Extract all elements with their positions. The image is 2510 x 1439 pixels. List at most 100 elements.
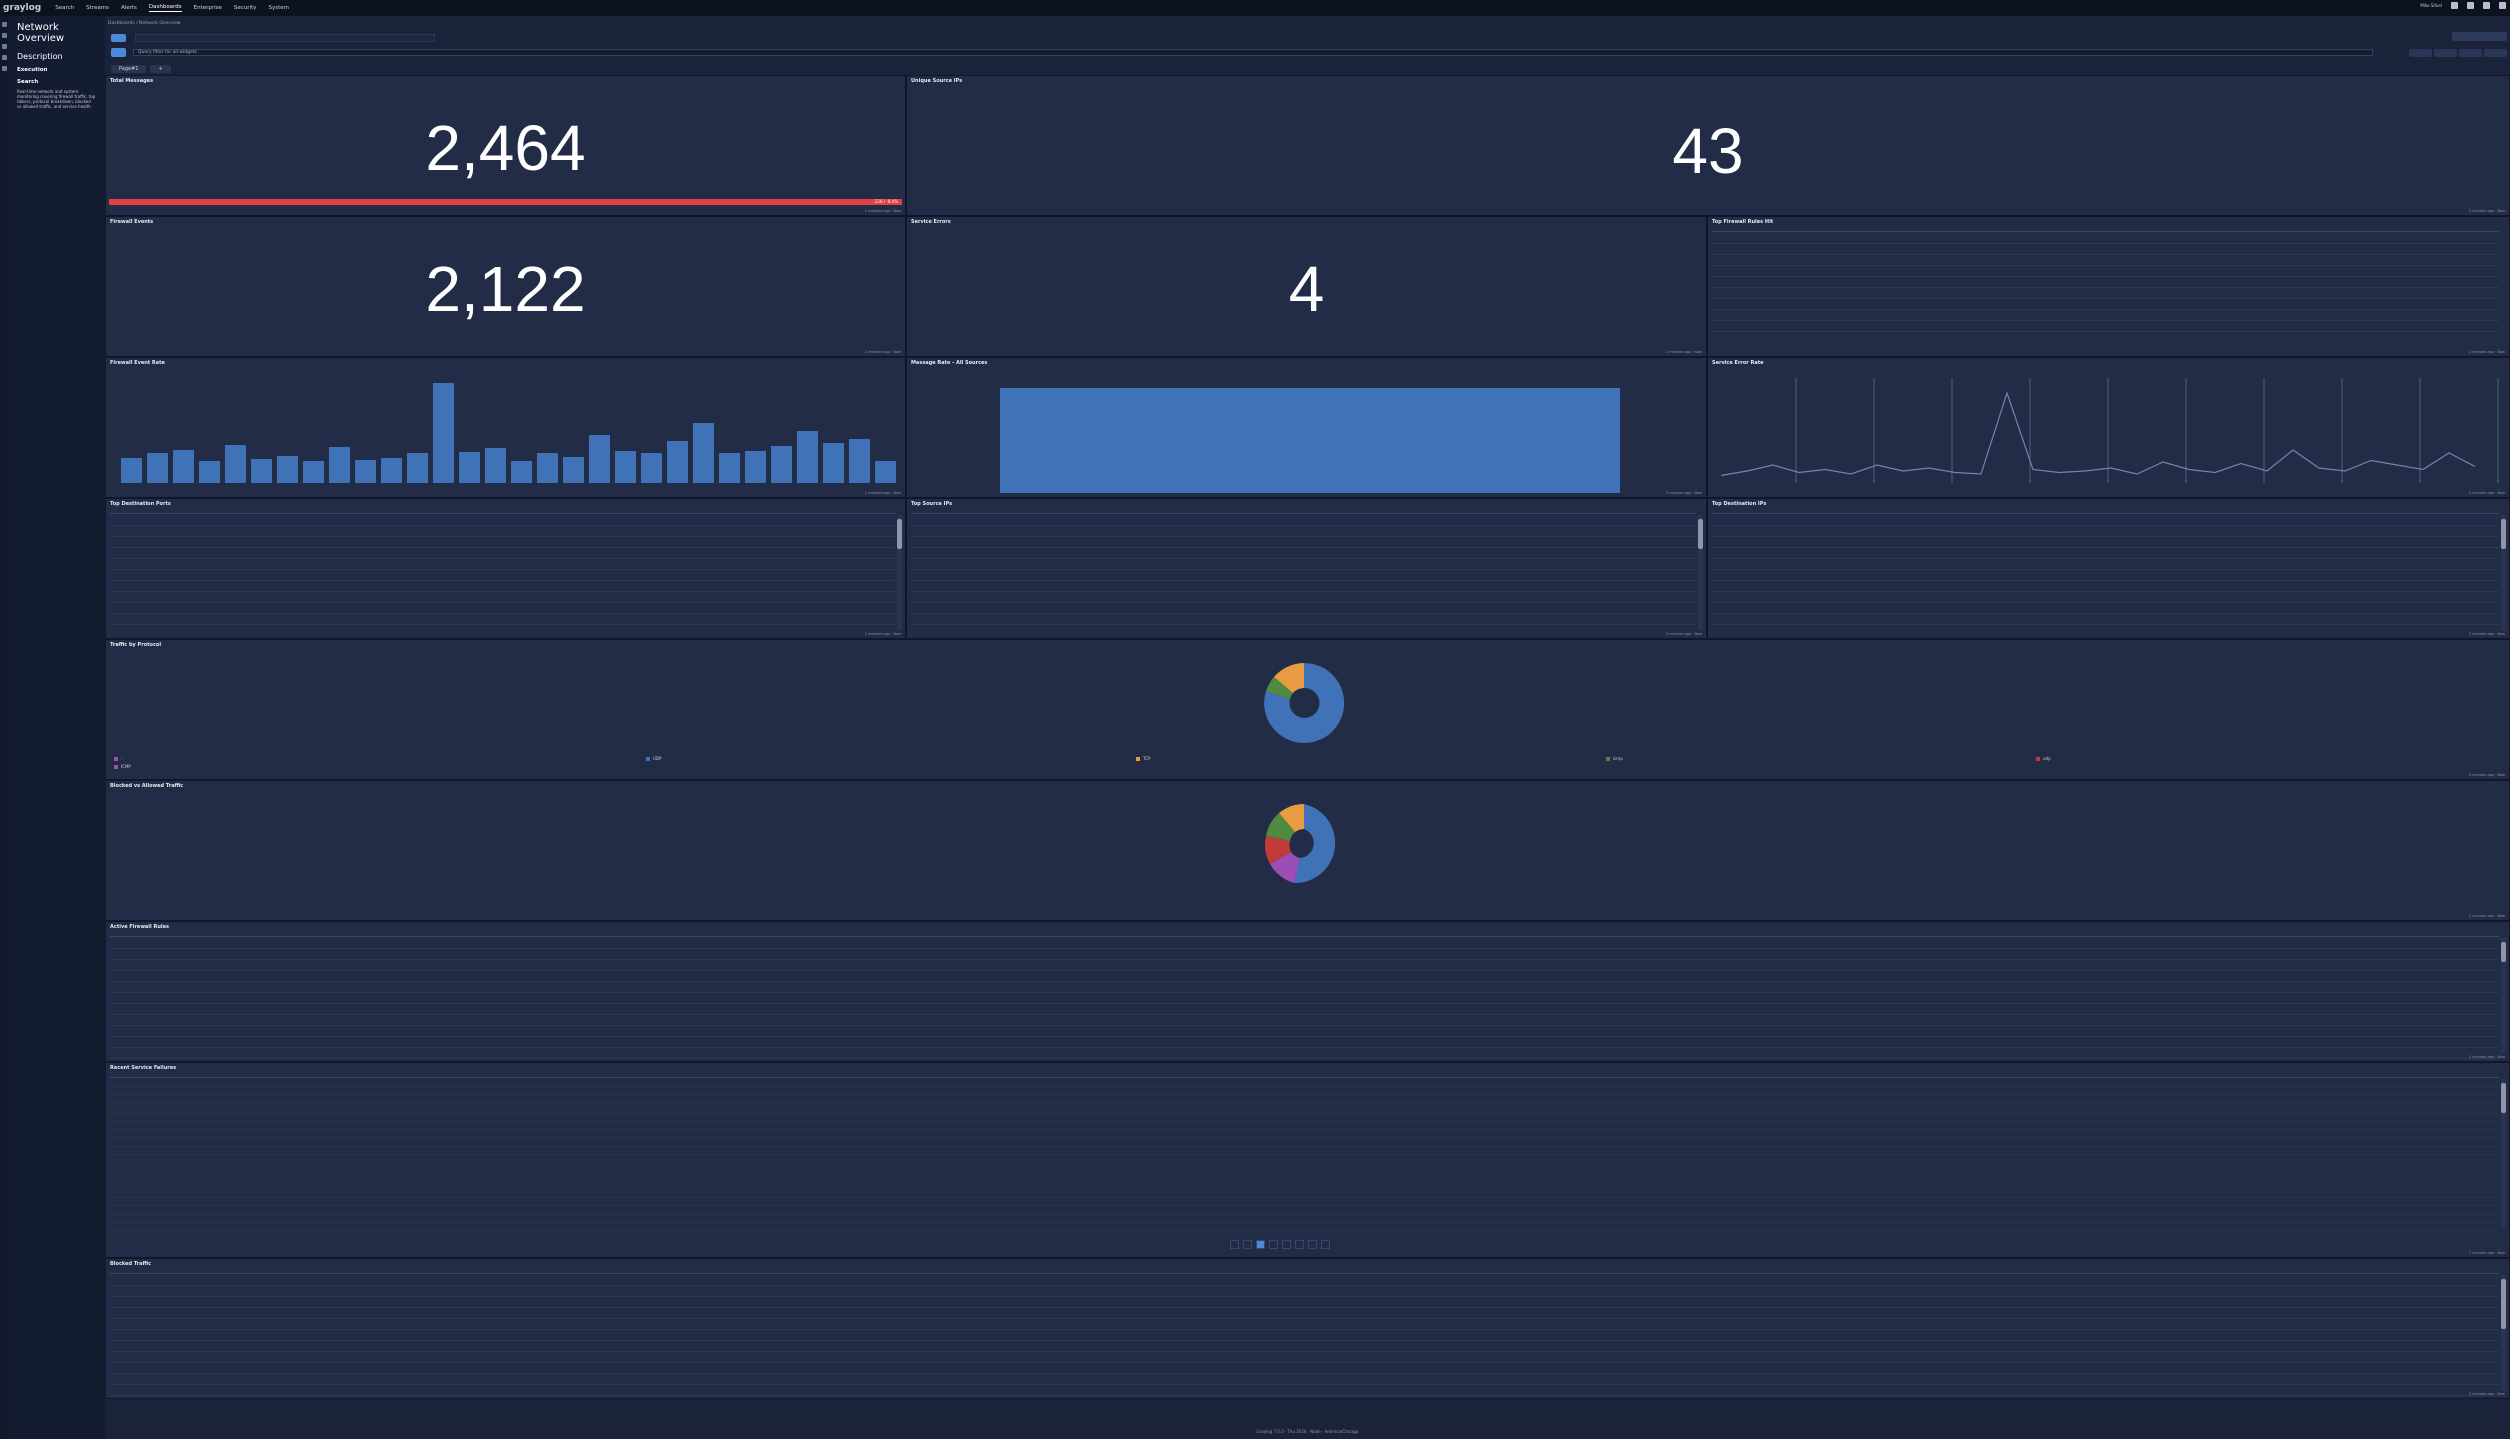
table-row[interactable] xyxy=(1712,526,2499,537)
nav-system[interactable]: System xyxy=(268,5,290,11)
dashboard-icon[interactable] xyxy=(1,22,7,27)
table-row[interactable] xyxy=(110,993,2499,1004)
add-page-button[interactable]: + xyxy=(150,65,171,73)
table-row[interactable] xyxy=(1712,255,2499,266)
table-row[interactable] xyxy=(110,1173,2497,1181)
table-row[interactable] xyxy=(1712,603,2499,614)
table-row[interactable] xyxy=(110,1026,2499,1037)
scroll-thumb[interactable] xyxy=(2501,519,2506,549)
table-row[interactable] xyxy=(911,570,1696,581)
table-row[interactable] xyxy=(110,1156,2497,1164)
table-row[interactable] xyxy=(110,938,2499,949)
share-icon[interactable] xyxy=(1,66,7,71)
table-row[interactable] xyxy=(110,1079,2497,1087)
legend-item[interactable]: UDP xyxy=(646,756,661,761)
nav-security[interactable]: Security xyxy=(233,5,257,11)
table-row[interactable] xyxy=(110,559,895,570)
tab-page1[interactable]: Page#1 xyxy=(111,65,147,73)
table-row[interactable] xyxy=(110,1113,2497,1121)
table-row[interactable] xyxy=(110,1215,2497,1223)
table-row[interactable] xyxy=(1712,321,2499,332)
table-row[interactable] xyxy=(1712,581,2499,592)
table-row[interactable] xyxy=(911,515,1696,526)
page-4[interactable] xyxy=(1295,1240,1304,1249)
table-row[interactable] xyxy=(110,949,2499,960)
table-row[interactable] xyxy=(110,1385,2499,1396)
save-as-button[interactable] xyxy=(2434,49,2457,57)
table-row[interactable] xyxy=(1712,277,2499,288)
table-row[interactable] xyxy=(1712,233,2499,244)
settings-icon[interactable] xyxy=(2499,2,2506,9)
nav-dashboards[interactable]: Dashboards xyxy=(148,4,182,12)
table-row[interactable] xyxy=(911,581,1696,592)
table-row[interactable] xyxy=(110,592,895,603)
page-first[interactable] xyxy=(1230,1240,1239,1249)
table-row[interactable] xyxy=(110,1275,2499,1286)
page-1[interactable] xyxy=(1256,1240,1265,1249)
table-row[interactable] xyxy=(911,537,1696,548)
table-row[interactable] xyxy=(110,1164,2497,1172)
nav-search[interactable]: Search xyxy=(55,5,75,11)
table-row[interactable] xyxy=(110,1147,2497,1155)
page-last[interactable] xyxy=(1321,1240,1330,1249)
table-row[interactable] xyxy=(110,1181,2497,1189)
table-row[interactable] xyxy=(1712,244,2499,255)
table-row[interactable] xyxy=(911,603,1696,614)
scrollbar[interactable] xyxy=(2501,938,2506,1053)
user-icon[interactable] xyxy=(2483,2,2490,9)
table-row[interactable] xyxy=(110,548,895,559)
table-row[interactable] xyxy=(1712,559,2499,570)
legend-item[interactable]: udp xyxy=(2036,756,2051,761)
page-2[interactable] xyxy=(1269,1240,1278,1249)
table-row[interactable] xyxy=(1712,592,2499,603)
table-row[interactable] xyxy=(911,592,1696,603)
scroll-thumb[interactable] xyxy=(1698,519,1703,549)
legend-item[interactable]: icmp xyxy=(1606,756,1623,761)
table-row[interactable] xyxy=(911,526,1696,537)
table-row[interactable] xyxy=(110,1207,2497,1215)
table-row[interactable] xyxy=(1712,570,2499,581)
table-row[interactable] xyxy=(1712,299,2499,310)
help-icon[interactable] xyxy=(2467,2,2474,9)
timerange-button[interactable] xyxy=(111,34,126,42)
table-row[interactable] xyxy=(110,1004,2499,1015)
table-row[interactable] xyxy=(110,570,895,581)
legend-item[interactable]: - xyxy=(114,756,122,761)
table-row[interactable] xyxy=(110,515,895,526)
table-row[interactable] xyxy=(110,960,2499,971)
page-next[interactable] xyxy=(1308,1240,1317,1249)
graylog-logo[interactable]: graylog xyxy=(3,3,42,13)
table-row[interactable] xyxy=(110,1341,2499,1352)
save-button[interactable] xyxy=(2409,49,2432,57)
query-input[interactable]: Query filter for all widgets xyxy=(133,49,2373,56)
add-widget-button[interactable] xyxy=(2452,32,2507,41)
legend-item[interactable]: ICMP xyxy=(114,764,131,769)
table-row[interactable] xyxy=(110,1363,2499,1374)
nav-streams[interactable]: Streams xyxy=(86,5,109,11)
scroll-thumb[interactable] xyxy=(2501,1279,2506,1329)
nav-alerts[interactable]: Alerts xyxy=(120,5,137,11)
table-row[interactable] xyxy=(911,614,1696,625)
scrollbar[interactable] xyxy=(897,515,902,630)
table-row[interactable] xyxy=(911,548,1696,559)
scrollbar[interactable] xyxy=(2501,1275,2506,1390)
table-row[interactable] xyxy=(1712,266,2499,277)
share-button[interactable] xyxy=(2459,49,2482,57)
table-row[interactable] xyxy=(110,1015,2499,1026)
table-row[interactable] xyxy=(110,1139,2497,1147)
table-row[interactable] xyxy=(110,1330,2499,1341)
table-row[interactable] xyxy=(1712,310,2499,321)
page-prev[interactable] xyxy=(1243,1240,1252,1249)
scroll-thumb[interactable] xyxy=(897,519,902,549)
table-row[interactable] xyxy=(1712,548,2499,559)
user-name[interactable]: Mike Sifuel xyxy=(2420,2,2442,8)
table-row[interactable] xyxy=(110,1122,2497,1130)
timerange-field[interactable] xyxy=(135,34,435,42)
scroll-thumb[interactable] xyxy=(2501,942,2506,962)
search-icon[interactable] xyxy=(1,33,7,38)
table-row[interactable] xyxy=(110,1352,2499,1363)
table-row[interactable] xyxy=(110,603,895,614)
notifications-icon[interactable] xyxy=(2451,2,2458,9)
table-row[interactable] xyxy=(110,1308,2499,1319)
table-row[interactable] xyxy=(110,1297,2499,1308)
